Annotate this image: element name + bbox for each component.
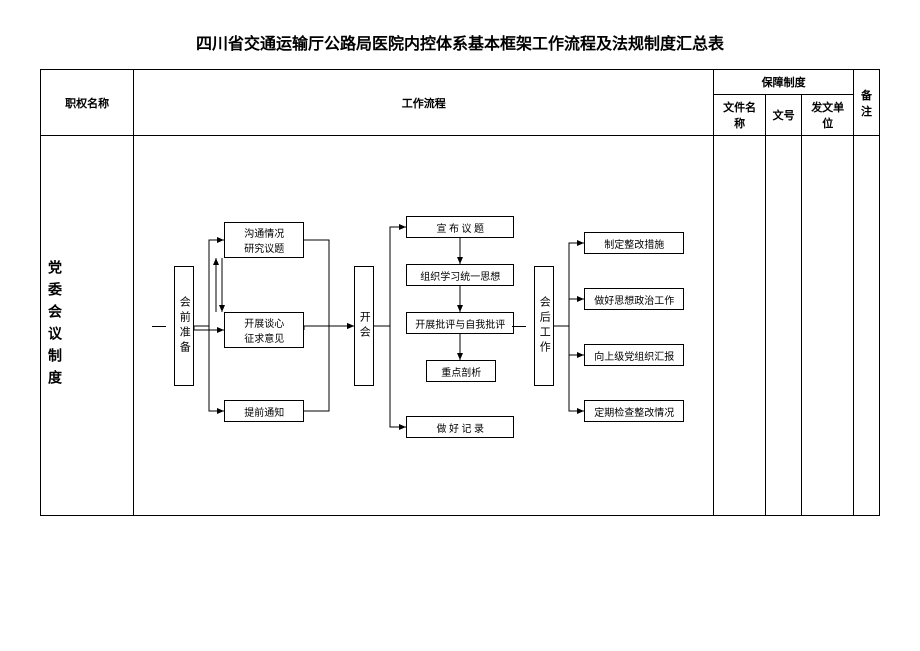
cell-unit [802, 136, 854, 516]
cell-file [714, 136, 766, 516]
header-guarantee: 保障制度 [714, 70, 854, 95]
header-flow: 工作流程 [134, 70, 714, 136]
header-file: 文件名称 [714, 95, 766, 136]
flowchart: 会前准备 开会 会后工作 沟通情况研究议题 开展谈心征求意见 提前通知 宣 布 … [134, 136, 713, 515]
page-title: 四川省交通运输厅公路局医院内控体系基本框架工作流程及法规制度汇总表 [40, 30, 880, 54]
header-num: 文号 [766, 95, 802, 136]
row-label: 党委会议制度 [45, 260, 65, 392]
flow-cell: 会前准备 开会 会后工作 沟通情况研究议题 开展谈心征求意见 提前通知 宣 布 … [134, 136, 714, 516]
arrows-svg [134, 136, 713, 515]
cell-num [766, 136, 802, 516]
cell-note [854, 136, 880, 516]
header-name: 职权名称 [41, 70, 134, 136]
summary-table: 职权名称 工作流程 保障制度 备注 文件名称 文号 发文单位 党委会议制度 会前… [40, 69, 880, 516]
row-label-cell: 党委会议制度 [41, 136, 134, 516]
header-note: 备注 [854, 70, 880, 136]
header-unit: 发文单位 [802, 95, 854, 136]
